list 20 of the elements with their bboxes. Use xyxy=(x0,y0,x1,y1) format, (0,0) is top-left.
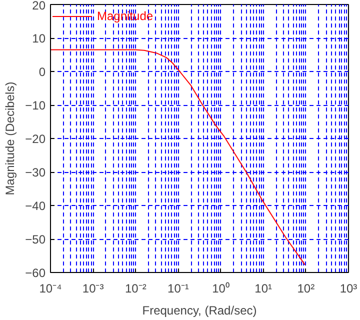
x-tick-label: 10⁰ xyxy=(212,282,230,296)
y-axis-title: Magnitude (Decibels) xyxy=(3,82,18,196)
y-tick-label: −40 xyxy=(25,199,46,213)
y-tick-label: −50 xyxy=(25,232,46,246)
x-tick-label: 10¹ xyxy=(254,282,272,296)
x-tick-label: 10⁻² xyxy=(124,282,146,296)
x-tick-label: 10⁻¹ xyxy=(168,282,189,296)
y-tick-label: 20 xyxy=(32,0,46,12)
x-axis-title: Frequency, (Rad/sec) xyxy=(142,304,257,318)
y-tick-label: −30 xyxy=(25,166,46,180)
y-tick-label: 10 xyxy=(32,32,46,46)
y-tick-label: 0 xyxy=(38,65,46,79)
x-tick-label: 10² xyxy=(297,282,315,296)
y-tick-label: −60 xyxy=(25,266,46,280)
x-tick-label: 10³ xyxy=(340,282,358,296)
y-tick-label: −10 xyxy=(25,98,46,112)
x-tick-label: 10⁻³ xyxy=(82,282,104,296)
x-tick-label: 10⁻⁴ xyxy=(39,282,62,296)
y-tick-label: −20 xyxy=(25,132,46,146)
legend-label: Magnitude xyxy=(97,9,154,23)
